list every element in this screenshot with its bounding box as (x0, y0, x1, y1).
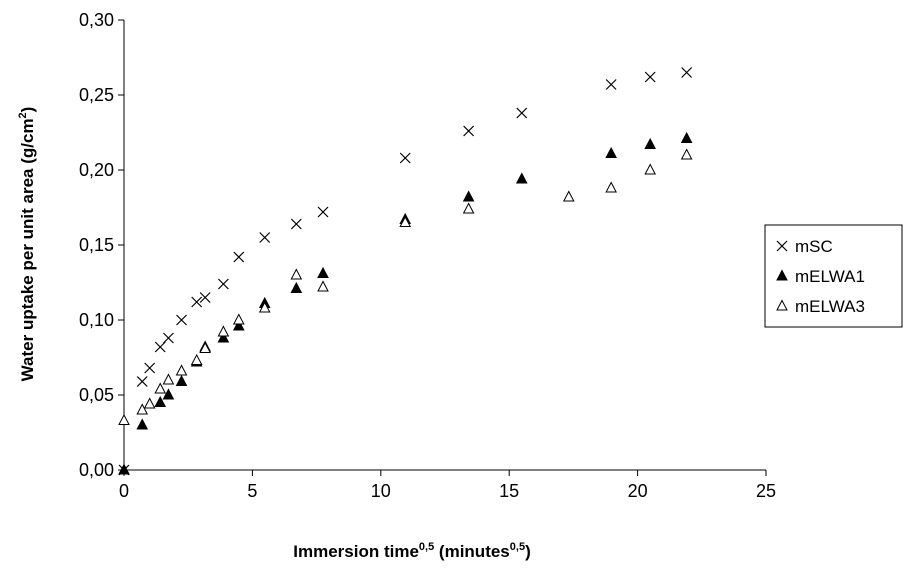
data-point (175, 364, 188, 376)
data-point (118, 463, 130, 475)
y-axis-title: Water uptake per unit area (g/cm2) (17, 107, 37, 382)
x-tick-label: 15 (499, 481, 519, 501)
data-point (605, 79, 617, 90)
y-tick-label: 0,15 (79, 235, 114, 255)
data-point (462, 202, 475, 214)
data-point (136, 403, 149, 415)
legend-marker (776, 240, 788, 252)
legend-box (764, 224, 903, 328)
legend-label: mELWA1 (795, 267, 865, 286)
data-point (162, 373, 175, 385)
y-tick-label: 0,25 (79, 85, 114, 105)
data-point (154, 395, 167, 407)
legend-label: mELWA3 (795, 297, 865, 316)
legend-label: mSC (795, 237, 833, 256)
data-point (644, 163, 657, 175)
y-axis-title-sup: 2 (17, 112, 29, 118)
series-mELWA1 (118, 131, 693, 475)
data-point (191, 296, 203, 308)
x-axis-title-unit-sup: 0,5 (510, 541, 525, 553)
data-point (190, 353, 203, 365)
data-point (290, 281, 303, 293)
x-axis-title-main-sup: 0,5 (419, 541, 434, 553)
y-tick-label: 0,30 (79, 10, 114, 30)
x-tick-label: 0 (119, 481, 129, 501)
x-tick-label: 25 (756, 481, 776, 501)
y-tick-label: 0,20 (79, 160, 114, 180)
plot-area: 0,00 0,05 0,10 0,15 0,20 0,25 0,30 0 5 10 15 20 25 (79, 10, 776, 501)
data-point (290, 218, 302, 230)
data-point (175, 374, 188, 386)
x-tick-label: 5 (247, 481, 257, 501)
data-point (217, 331, 230, 343)
data-point (462, 190, 475, 202)
data-point (258, 301, 271, 313)
data-point (136, 418, 149, 430)
x-axis-title-main: Immersion time (293, 542, 419, 561)
data-point (680, 148, 693, 160)
y-tick-label: 0,10 (79, 310, 114, 330)
data-point (317, 266, 329, 278)
x-tick-label: 10 (371, 481, 391, 501)
data-point (562, 190, 575, 202)
data-point (199, 341, 211, 353)
x-axis-title-unit-open: (minutes (434, 542, 510, 561)
y-axis-ticks: 0,00 0,05 0,10 0,15 0,20 0,25 0,30 (79, 10, 124, 480)
y-tick-label: 0,05 (79, 385, 114, 405)
data-point (217, 325, 230, 337)
data-point (217, 278, 229, 290)
data-point (232, 313, 245, 325)
data-point (399, 215, 412, 227)
data-point (233, 251, 245, 263)
data-point (154, 341, 166, 353)
data-point (680, 131, 693, 143)
legend-marker (776, 269, 788, 281)
data-point (162, 388, 175, 400)
data-point (317, 280, 329, 292)
data-point (290, 268, 303, 280)
data-point (176, 314, 187, 326)
data-point (154, 382, 167, 394)
data-point (605, 181, 617, 193)
data-point (259, 232, 271, 243)
data-point (681, 67, 693, 78)
data-point (136, 376, 148, 387)
data-point (163, 332, 174, 344)
data-point (118, 413, 130, 425)
data-point (644, 137, 657, 149)
data-point (515, 172, 528, 184)
data-point (463, 125, 475, 137)
series-mELWA3 (118, 148, 693, 425)
legend-marker (776, 299, 788, 311)
data-point (199, 292, 211, 303)
data-point (317, 206, 329, 218)
x-tick-label: 20 (628, 481, 648, 501)
data-point (516, 107, 528, 119)
y-tick-label: 0,00 (79, 460, 114, 480)
data-point (143, 397, 156, 409)
data-points (118, 67, 693, 476)
data-point (144, 362, 156, 374)
x-axis-title: Immersion time0,5 (minutes0,5) (293, 541, 530, 561)
y-axis-title-main: Water uptake per unit area (g/cm (18, 118, 37, 381)
data-point (644, 71, 656, 83)
y-axis-title-close: ) (18, 107, 37, 113)
data-point (605, 146, 617, 158)
data-point (399, 152, 411, 164)
data-point (232, 319, 245, 331)
legend: mSC mELWA1 mELWA3 (764, 224, 903, 328)
x-axis-title-unit-close: ) (525, 542, 531, 561)
series-mSC (118, 67, 693, 476)
x-axis-ticks: 0 5 10 15 20 25 (119, 470, 776, 501)
